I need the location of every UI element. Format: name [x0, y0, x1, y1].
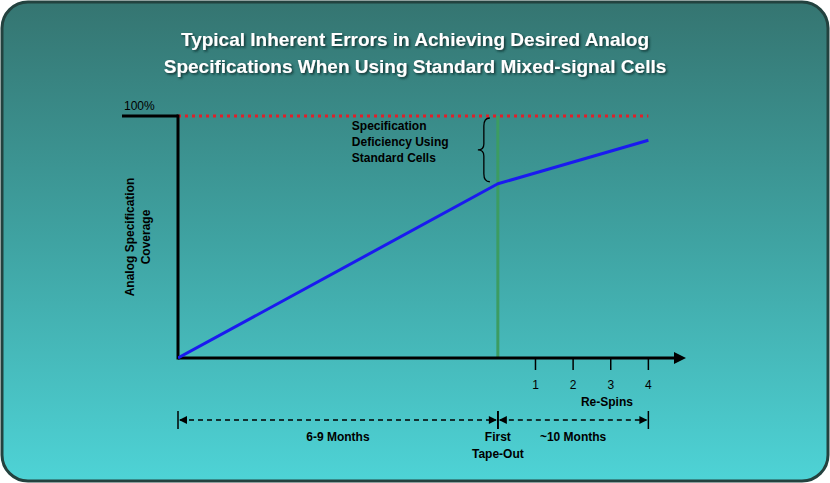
- plot-area: [178, 140, 648, 358]
- y-axis: [177, 115, 180, 360]
- span-line: [180, 419, 496, 420]
- tape-out-label: Tape-Out: [472, 447, 524, 461]
- x-tick-label: 1: [532, 378, 539, 392]
- span-end: [497, 411, 499, 429]
- x-tick-label: 2: [570, 378, 577, 392]
- x-tick: [572, 358, 574, 370]
- span-end: [497, 411, 499, 429]
- y-axis-label: Analog Specification: [123, 178, 137, 297]
- span-end: [648, 411, 650, 429]
- x-axis-label: Re-Spins: [581, 395, 633, 409]
- x-axis: [178, 357, 678, 360]
- x-tick-label: 4: [645, 378, 652, 392]
- deficiency-brace: [478, 118, 490, 182]
- x-tick: [610, 358, 612, 370]
- x-tick: [648, 358, 650, 370]
- span-label: ~10 Months: [540, 430, 607, 444]
- x-tick: [535, 358, 537, 370]
- y-label: Analog SpecificationCoverage: [123, 178, 153, 297]
- span-label: 6-9 Months: [306, 430, 370, 444]
- span-line: [500, 419, 647, 420]
- tape-out-label: First: [485, 430, 511, 444]
- y-axis-label: Coverage: [139, 209, 153, 264]
- coverage-line: [178, 140, 648, 358]
- tape-out-line: [496, 116, 499, 358]
- deficiency-label: Deficiency Using: [352, 135, 449, 149]
- grid-line: [178, 115, 648, 118]
- deficiency-label: Specification: [352, 119, 427, 133]
- title: Specifications When Using Standard Mixed…: [164, 56, 667, 77]
- tape-out-marker: [497, 411, 499, 429]
- span-end: [177, 411, 179, 429]
- y-tick: [122, 115, 178, 118]
- span-arrows: [179, 416, 497, 424]
- x-axis-arrow: [674, 352, 686, 364]
- title: Typical Inherent Errors in Achieving Des…: [181, 29, 649, 50]
- chart: Typical Inherent Errors in Achieving Des…: [0, 0, 830, 483]
- x-tick-label: 3: [607, 378, 614, 392]
- span-arrows: [499, 416, 648, 424]
- y-tick-label: 100%: [124, 99, 155, 113]
- deficiency-label: Standard Cells: [352, 151, 436, 165]
- background: [2, 2, 828, 481]
